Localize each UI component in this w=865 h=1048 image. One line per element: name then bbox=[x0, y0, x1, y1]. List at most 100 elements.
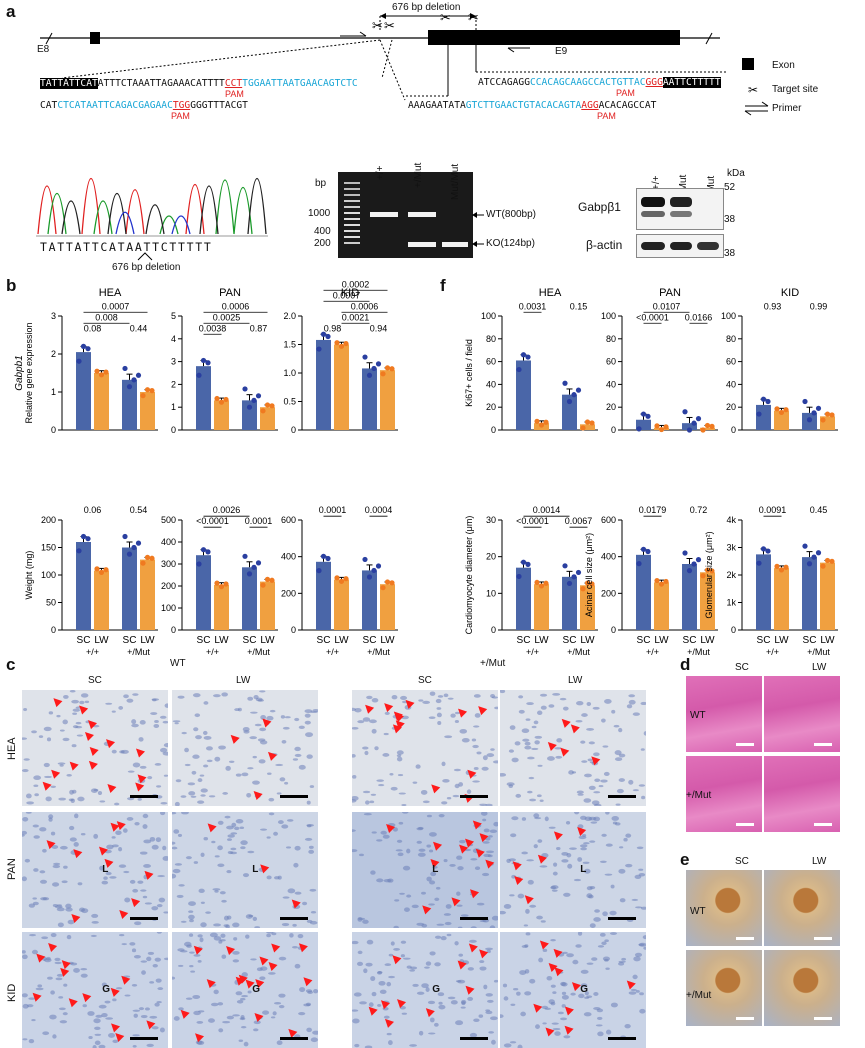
arrowhead-marker bbox=[115, 1033, 125, 1043]
data-point bbox=[806, 417, 813, 423]
legend-exon: Exon bbox=[772, 60, 795, 71]
arrowhead-marker bbox=[245, 979, 255, 989]
data-point bbox=[760, 546, 767, 552]
data-point bbox=[223, 396, 229, 403]
bar bbox=[682, 564, 697, 630]
data-point bbox=[682, 409, 688, 415]
data-point bbox=[774, 406, 780, 412]
arrowhead-marker bbox=[384, 1018, 394, 1028]
y-tick-label: 60 bbox=[726, 357, 736, 367]
arrowhead-marker bbox=[51, 769, 61, 779]
arrowhead-marker bbox=[570, 724, 580, 734]
wb-marker-52: 52 bbox=[724, 182, 736, 193]
data-point bbox=[783, 564, 789, 570]
data-point bbox=[325, 555, 331, 562]
bar bbox=[214, 400, 229, 430]
arrowhead-marker bbox=[61, 960, 71, 970]
data-point bbox=[316, 346, 322, 352]
scissors-icon: ✂ bbox=[372, 18, 383, 33]
arrowhead-marker bbox=[545, 1027, 555, 1037]
x-label-lw: LW bbox=[774, 635, 789, 646]
scissors-icon: ✂ bbox=[748, 83, 758, 97]
arrowhead-marker bbox=[422, 905, 432, 915]
arrowhead-marker bbox=[32, 992, 42, 1002]
exon-e8 bbox=[90, 32, 100, 44]
data-point bbox=[389, 580, 395, 586]
data-point bbox=[645, 548, 651, 555]
data-point bbox=[645, 413, 651, 419]
data-point bbox=[320, 553, 327, 559]
arrowhead-marker bbox=[116, 821, 126, 831]
y-tick-label: 1 bbox=[51, 387, 56, 397]
y-tick-label: 3k bbox=[726, 543, 736, 553]
bar bbox=[380, 370, 395, 430]
chart-6: 0 20 40 60 80 100 HEA Ki67+ cells / field 0.0031… bbox=[464, 287, 598, 435]
y-tick-label: 5 bbox=[171, 311, 176, 321]
bar bbox=[316, 561, 331, 630]
y-tick-label: 400 bbox=[281, 552, 296, 562]
data-point bbox=[658, 426, 665, 433]
y-tick-label: 2k bbox=[726, 570, 736, 580]
data-point bbox=[538, 583, 545, 589]
ihc-micrograph bbox=[686, 950, 762, 1026]
arrowhead-marker bbox=[626, 980, 636, 990]
data-point bbox=[94, 368, 100, 374]
data-point bbox=[214, 580, 220, 586]
arrowhead-marker bbox=[564, 1006, 574, 1016]
y-tick-label: 100 bbox=[721, 311, 736, 321]
data-point bbox=[200, 547, 207, 553]
data-point bbox=[260, 408, 266, 414]
data-point bbox=[525, 561, 531, 567]
arrowhead-marker bbox=[478, 706, 488, 716]
p-value: 0.0004 bbox=[365, 505, 393, 515]
y-tick-label: 200 bbox=[281, 588, 296, 598]
y-tick-label: 4k bbox=[726, 515, 736, 525]
p-value: 0.44 bbox=[130, 323, 148, 333]
y-tick-label: 80 bbox=[726, 334, 736, 344]
he-col-lw: LW bbox=[812, 662, 827, 673]
micrograph-hea-1 bbox=[172, 690, 318, 806]
ihc-row-mut: +/Mut bbox=[686, 990, 712, 1001]
arrowhead-marker bbox=[110, 822, 120, 832]
y-tick-label: 40 bbox=[606, 379, 616, 389]
arrowhead-marker bbox=[397, 999, 407, 1009]
data-point bbox=[654, 577, 660, 584]
data-point bbox=[686, 427, 693, 433]
y-label: Weight (mg) bbox=[24, 551, 34, 600]
x-genotype-wt: +/+ bbox=[526, 647, 539, 657]
bar bbox=[260, 581, 275, 630]
ihc-row-wt: WT bbox=[690, 906, 706, 917]
data-point bbox=[815, 405, 822, 411]
x-label-sc: SC bbox=[517, 635, 531, 646]
arrowhead-marker bbox=[253, 790, 263, 800]
micrograph-pan-2: L bbox=[352, 812, 498, 928]
data-point bbox=[829, 412, 835, 418]
x-genotype-mut: +/Mut bbox=[567, 647, 590, 657]
y-tick-label: 100 bbox=[601, 311, 616, 321]
arrowhead-marker bbox=[36, 953, 46, 963]
arrowhead-marker bbox=[106, 739, 116, 749]
arrowhead-marker bbox=[537, 854, 547, 864]
data-point bbox=[325, 333, 331, 340]
y-tick-label: 60 bbox=[486, 357, 496, 367]
arrowhead-marker bbox=[144, 870, 154, 880]
y-label: Ki67+ cells / field bbox=[464, 339, 474, 407]
data-point bbox=[131, 377, 137, 383]
legend-primer: Primer bbox=[772, 103, 802, 114]
arrowhead-marker bbox=[46, 840, 56, 850]
y-tick-label: 60 bbox=[606, 357, 616, 367]
data-point bbox=[778, 567, 785, 573]
chart-7: 0 20 40 60 80 100 PAN 0.0107<0.0001 0.0166 bbox=[601, 287, 718, 435]
arrowhead-marker bbox=[259, 956, 269, 966]
arrowhead-marker bbox=[472, 820, 482, 830]
x-genotype-mut: +/Mut bbox=[247, 647, 270, 657]
data-point bbox=[316, 568, 322, 574]
data-point bbox=[566, 580, 573, 587]
bar bbox=[562, 394, 577, 430]
data-point bbox=[765, 548, 771, 554]
data-point bbox=[334, 340, 340, 346]
data-point bbox=[334, 575, 340, 581]
bar bbox=[516, 360, 531, 430]
arrowhead-marker bbox=[553, 948, 563, 958]
